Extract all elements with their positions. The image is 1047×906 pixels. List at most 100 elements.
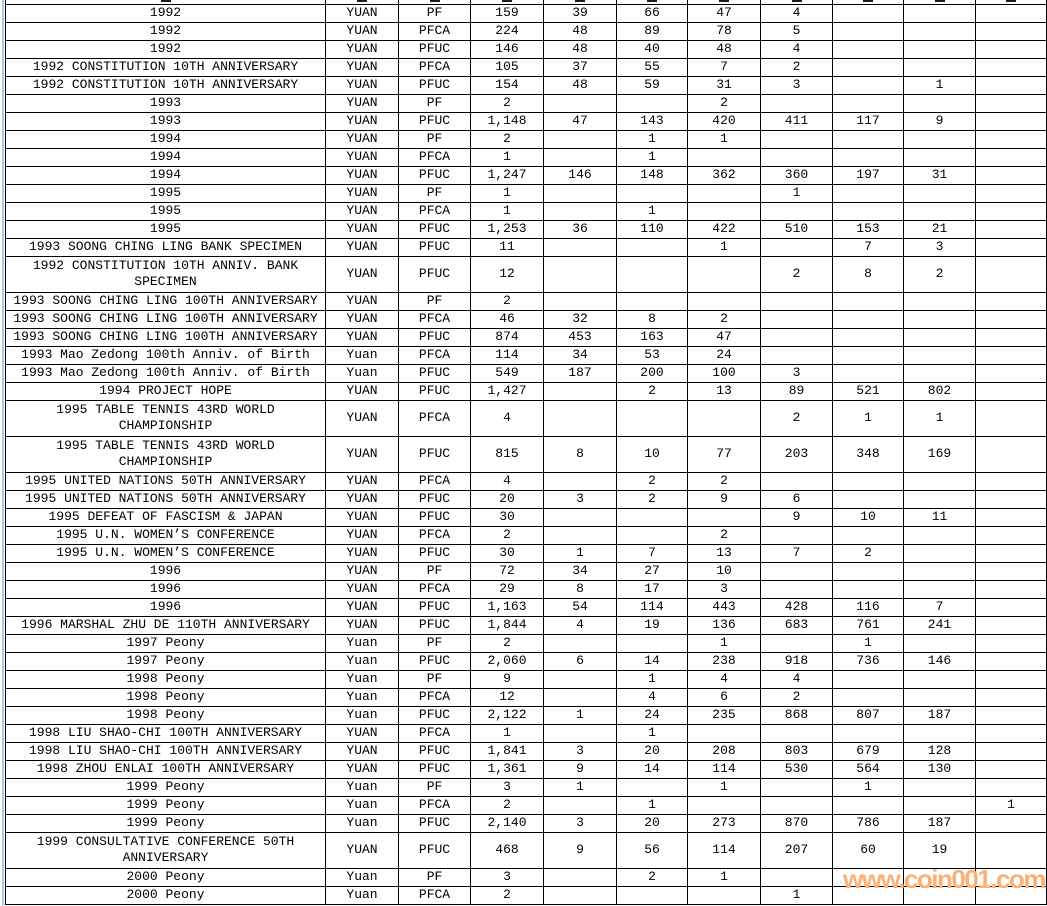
value-cell: 1 [616,669,688,689]
type-cell: PFUC [398,651,471,671]
value-cell [760,237,833,257]
value-cell: 2 [687,525,761,545]
description-cell: 1995 TABLE TENNIS 43RD WORLD CHAMPIONSHI… [5,435,326,473]
value-cell [975,543,1047,563]
value-cell [543,147,617,167]
table-row: 1999 Peony Yuan PFCA 2 1 1 [5,795,1047,815]
unit-cell: YUAN [325,183,399,203]
value-cell: 29 [470,579,544,599]
description-cell: 1994 PROJECT HOPE [5,381,326,401]
unit-cell: YUAN [325,57,399,77]
value-cell: 53 [616,345,688,365]
unit-cell: Yuan [325,867,399,887]
type-cell: PF [398,633,471,653]
unit-cell: YUAN [325,399,399,437]
description-cell: 1997 Peony [5,633,326,653]
value-cell: 59 [616,75,688,95]
value-cell: 66 [616,3,688,23]
unit-cell: YUAN [325,93,399,113]
value-cell: 56 [616,831,688,869]
value-cell: 453 [543,327,617,347]
value-cell: 114 [470,345,544,365]
type-cell: PFCA [398,345,471,365]
description-cell: 1998 LIU SHAO-CHI 100TH ANNIVERSARY [5,723,326,743]
value-cell: 8 [832,255,904,293]
value-cell: 14 [616,651,688,671]
value-cell: 736 [832,651,904,671]
value-cell [760,309,833,329]
value-cell: 2 [903,255,976,293]
value-cell: 24 [616,705,688,725]
value-cell: 47 [687,3,761,23]
description-cell: 1993 [5,93,326,113]
value-cell: 8 [543,435,617,473]
value-cell [903,183,976,203]
description-cell: 1993 SOONG CHING LING 100TH ANNIVERSARY [5,309,326,329]
table-row: 1998 Peony Yuan PFUC 2,122 1 24 235 868 807 187 [5,705,1047,725]
type-cell: PFCA [398,57,471,77]
description-cell: 1992 [5,39,326,59]
value-cell: 1 [470,201,544,221]
value-cell: 136 [687,615,761,635]
value-cell: 7 [687,57,761,77]
value-cell: 521 [832,381,904,401]
value-cell: 803 [760,741,833,761]
value-cell [903,327,976,347]
value-cell: 224 [470,21,544,41]
value-cell [832,561,904,581]
description-cell: 1999 Peony [5,813,326,833]
value-cell: 10 [616,435,688,473]
value-cell: 20 [616,741,688,761]
description-cell: 1993 Mao Zedong 100th Anniv. of Birth [5,345,326,365]
value-cell [975,39,1047,59]
table-row: 1995 DEFEAT OF FASCISM & JAPAN YUAN PFUC 30… [5,507,1047,527]
description-cell: 1992 [5,3,326,23]
value-cell: 203 [760,435,833,473]
table-row: 1995 TABLE TENNIS 43RD WORLD CHAMPIONSHI… [5,399,1047,437]
value-cell [975,93,1047,113]
unit-cell: YUAN [325,381,399,401]
type-cell: PFUC [398,381,471,401]
value-cell: 207 [760,831,833,869]
description-cell: 1996 [5,579,326,599]
unit-cell: YUAN [325,111,399,131]
value-cell [687,795,761,815]
type-cell: PF [398,777,471,797]
type-cell: PFCA [398,201,471,221]
value-cell [903,489,976,509]
type-cell: PFUC [398,363,471,383]
value-cell: 1 [616,129,688,149]
table-row: 1996 YUAN PFUC 1,163 54 114 443 428 116 7 [5,597,1047,617]
value-cell [975,291,1047,311]
value-cell [760,795,833,815]
unit-cell: YUAN [325,129,399,149]
value-cell [975,615,1047,635]
value-cell: 1 [760,885,833,905]
unit-cell: YUAN [325,3,399,23]
unit-cell: YUAN [325,507,399,527]
type-cell: PF [398,867,471,887]
value-cell [616,777,688,797]
value-cell [687,201,761,221]
value-cell: 411 [760,111,833,131]
type-cell: PFCA [398,309,471,329]
value-cell [903,345,976,365]
type-cell: PFUC [398,111,471,131]
value-cell: 10 [832,507,904,527]
value-cell: 143 [616,111,688,131]
value-cell: 40 [616,39,688,59]
value-cell [616,255,688,293]
type-cell: PFUC [398,237,471,257]
value-cell: 2 [616,867,688,887]
table-row: 2000 Peony Yuan PF 3 2 1 [5,867,1047,887]
value-cell: 815 [470,435,544,473]
table-row: 1992 YUAN PFCA 224 48 89 78 5 [5,21,1047,41]
value-cell [616,93,688,113]
value-cell: 46 [470,309,544,329]
value-cell: 197 [832,165,904,185]
value-cell [543,507,617,527]
description-cell: 1994 [5,129,326,149]
value-cell: 100 [687,363,761,383]
value-cell: 19 [616,615,688,635]
value-cell [903,363,976,383]
